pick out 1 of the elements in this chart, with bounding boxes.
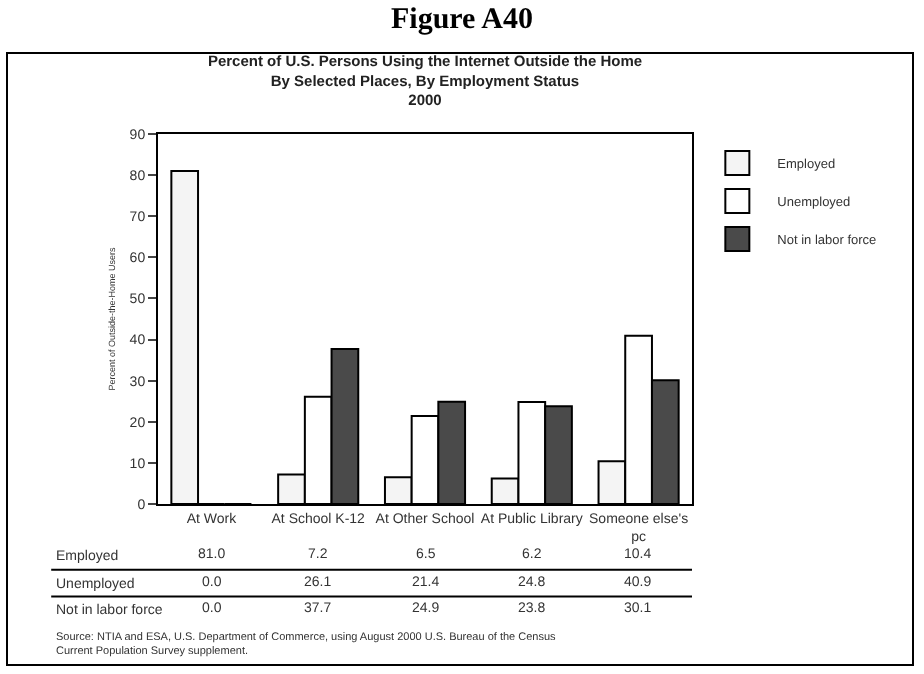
- chart-title: Figure A40: [389, 4, 535, 38]
